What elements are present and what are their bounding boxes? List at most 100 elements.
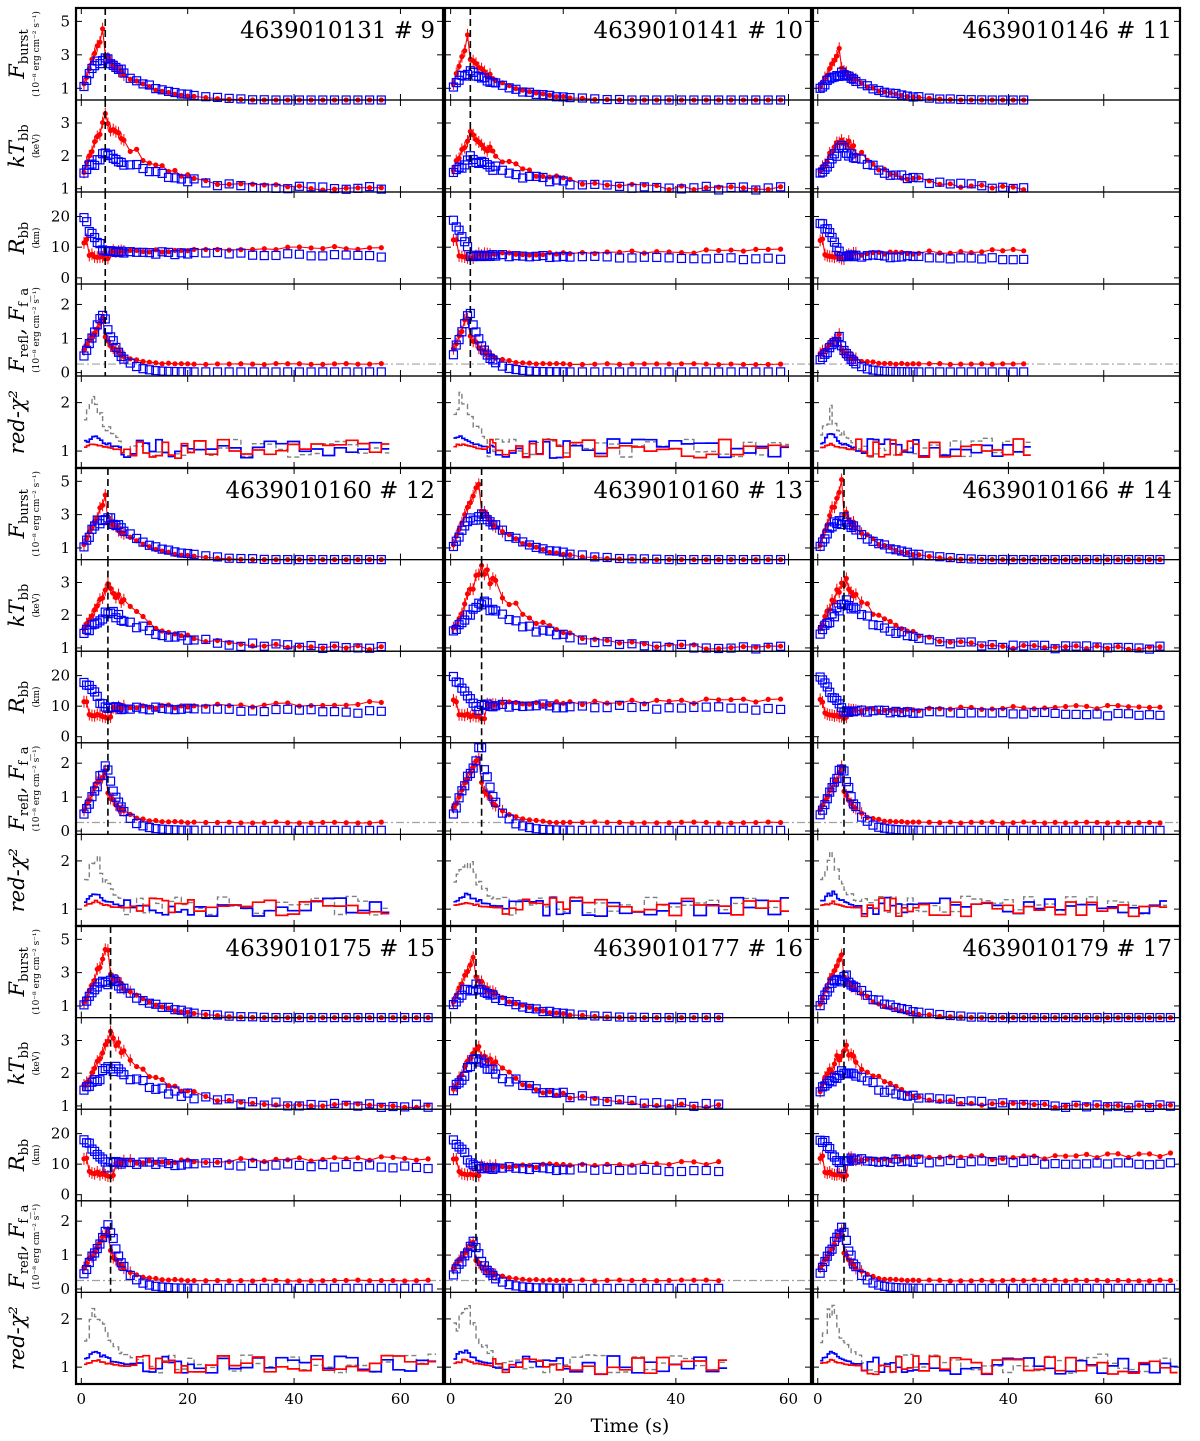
model-b-point bbox=[353, 1101, 363, 1111]
row-unit-text: (keV) bbox=[31, 1051, 42, 1075]
model-b-point bbox=[627, 1165, 637, 1175]
model-b-point bbox=[1165, 1283, 1176, 1293]
y-tick-label: 20 bbox=[51, 208, 70, 226]
model-b-point bbox=[144, 705, 154, 715]
model-b-point bbox=[998, 708, 1008, 718]
y-tick-label: 3 bbox=[60, 114, 70, 132]
model-b-point bbox=[224, 1160, 234, 1170]
model-b-point bbox=[639, 1164, 649, 1175]
model-b-point bbox=[176, 1091, 186, 1101]
model-b-point bbox=[714, 253, 724, 263]
model-b-point bbox=[1102, 1283, 1113, 1293]
model-b-point bbox=[518, 1002, 528, 1012]
model-b-point bbox=[825, 343, 835, 353]
model-b-point bbox=[836, 140, 847, 151]
model-b-point bbox=[1029, 707, 1039, 718]
model-b-point bbox=[862, 364, 872, 374]
model-b-point bbox=[977, 825, 987, 835]
model-b-point bbox=[482, 1265, 492, 1276]
subpanel: 1 3 5 Fburst (10⁻⁸ erg cm⁻² s⁻¹) bbox=[5, 7, 444, 105]
model-b-point bbox=[183, 1007, 193, 1017]
model-b-point bbox=[518, 1164, 528, 1174]
model-b-point bbox=[832, 974, 842, 985]
model-b-point bbox=[90, 61, 100, 71]
model-b-point bbox=[998, 255, 1008, 265]
row-unit-text: (keV) bbox=[31, 134, 42, 158]
model-b-point bbox=[497, 1074, 508, 1084]
model-b-point bbox=[84, 626, 94, 636]
model-b-point bbox=[832, 1156, 842, 1166]
model-a-line bbox=[453, 563, 781, 650]
model-b-point bbox=[448, 999, 459, 1010]
model-b-point bbox=[92, 691, 102, 701]
model-b-point bbox=[454, 225, 464, 235]
model-b-point bbox=[163, 366, 174, 376]
model-b-point bbox=[138, 247, 148, 257]
model-b-point bbox=[545, 1006, 555, 1016]
model-b-point bbox=[151, 84, 161, 94]
model-b-point bbox=[132, 361, 142, 372]
model-b-point bbox=[341, 367, 351, 377]
model-b-point bbox=[113, 1064, 124, 1074]
model-b-point bbox=[827, 1150, 837, 1160]
model-b-point bbox=[163, 86, 174, 96]
model-b-point bbox=[590, 367, 600, 377]
model-b-point bbox=[271, 1160, 281, 1170]
model-b-point bbox=[817, 167, 828, 177]
model-b-point bbox=[834, 606, 844, 616]
model-b-point bbox=[820, 164, 830, 175]
model-b-point bbox=[1144, 710, 1155, 720]
model-b-point bbox=[111, 520, 121, 531]
model-b-point bbox=[577, 635, 587, 645]
model-b-point bbox=[565, 93, 575, 103]
model-b-point bbox=[987, 1099, 997, 1109]
model-b-point bbox=[577, 180, 587, 190]
model-b-point bbox=[891, 628, 901, 638]
model-b-point bbox=[956, 1097, 966, 1107]
model-b-point bbox=[998, 1155, 1008, 1165]
model-b-point bbox=[79, 542, 89, 552]
subpanel-frame bbox=[75, 191, 444, 285]
model-b-point bbox=[851, 1071, 861, 1081]
model-b-point bbox=[551, 1088, 562, 1098]
model-b-point bbox=[1071, 1159, 1081, 1169]
model-b-point bbox=[454, 162, 464, 172]
model-b-point bbox=[614, 181, 625, 191]
model-b-point bbox=[90, 232, 100, 243]
model-b-point bbox=[914, 1093, 924, 1103]
model-b-point bbox=[479, 1261, 490, 1271]
model-b-point bbox=[945, 1155, 955, 1166]
model-b-point bbox=[862, 81, 872, 91]
model-b-point bbox=[829, 612, 840, 622]
model-b-point bbox=[822, 1141, 832, 1152]
model-b-point bbox=[1102, 1102, 1113, 1112]
model-b-point bbox=[1165, 1101, 1176, 1111]
model-b-point bbox=[977, 367, 987, 377]
model-b-point bbox=[460, 781, 470, 791]
model-b-point bbox=[627, 253, 637, 263]
model-b-point bbox=[454, 1142, 464, 1152]
model-a-point bbox=[378, 644, 384, 650]
model-b-point bbox=[1040, 1159, 1050, 1169]
model-b-point bbox=[451, 78, 461, 88]
y-tick-label: 2 bbox=[60, 852, 70, 870]
model-b-point bbox=[454, 793, 464, 803]
model-b-point bbox=[924, 635, 934, 645]
y-tick-label: 5 bbox=[60, 472, 70, 490]
model-b-point bbox=[119, 704, 129, 714]
model-b-point bbox=[763, 367, 773, 377]
model-b-point bbox=[652, 1165, 662, 1175]
model-b-point bbox=[236, 181, 246, 191]
model-b-point bbox=[676, 184, 687, 194]
model-b-point bbox=[87, 684, 97, 695]
model-b-point bbox=[151, 824, 161, 834]
model-b-point bbox=[132, 623, 142, 633]
model-b-point bbox=[775, 254, 786, 264]
model-b-point bbox=[577, 825, 587, 835]
model-b-point bbox=[504, 363, 514, 374]
model-b-point bbox=[1029, 825, 1039, 835]
model-b-point bbox=[846, 1250, 856, 1260]
y-tick-label: 20 bbox=[51, 667, 70, 685]
model-b-point bbox=[294, 705, 304, 715]
